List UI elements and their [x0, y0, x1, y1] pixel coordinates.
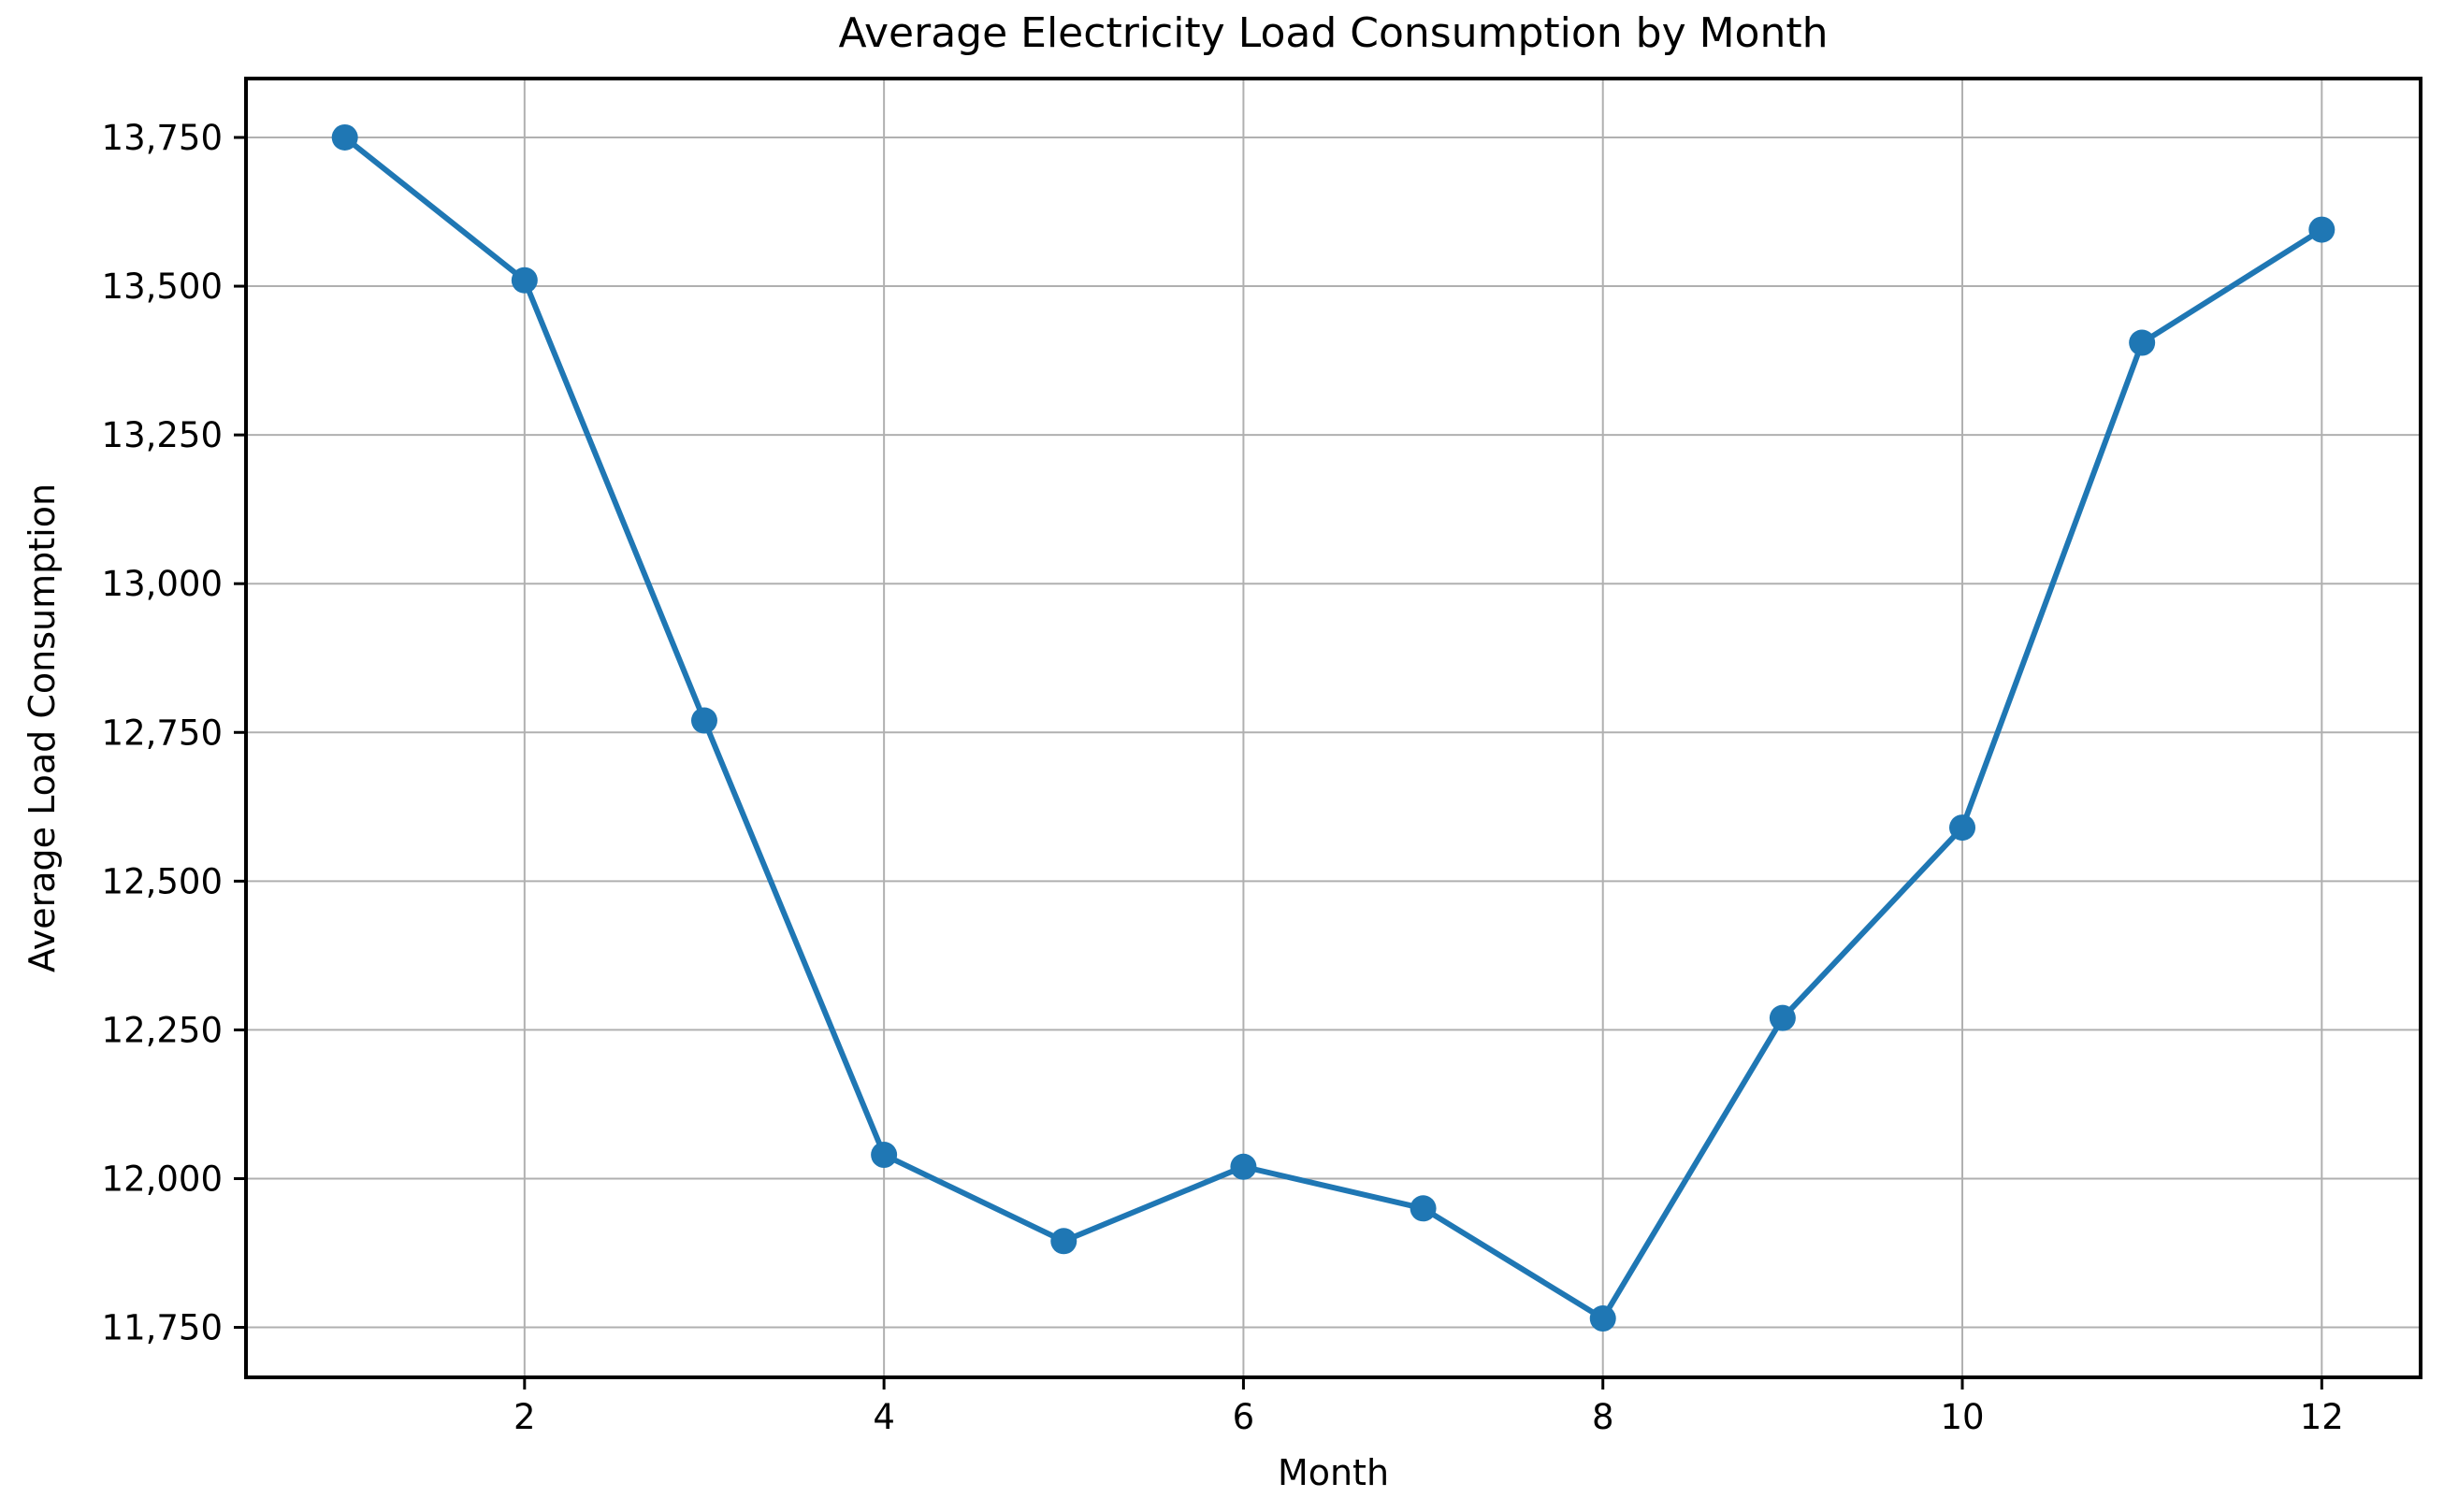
y-tick-label: 12,500 [102, 861, 223, 901]
data-point [1410, 1195, 1437, 1222]
x-tick-label: 12 [2300, 1397, 2344, 1437]
data-point [690, 707, 717, 734]
x-tick-label: 6 [1233, 1397, 1255, 1437]
y-axis-title: Average Load Consumption [22, 482, 63, 973]
x-tick-label: 8 [1592, 1397, 1614, 1437]
data-point [1949, 814, 1976, 842]
y-tick-label: 13,750 [102, 118, 223, 158]
data-point [1589, 1305, 1616, 1332]
x-tick-label: 2 [513, 1397, 536, 1437]
data-point [1230, 1153, 1257, 1180]
y-tick-label: 12,250 [102, 1010, 223, 1050]
x-axis-title: Month [1277, 1452, 1390, 1493]
data-point [2129, 329, 2156, 356]
x-tick-label: 4 [873, 1397, 895, 1437]
plot-border [244, 77, 2422, 1379]
data-point [1050, 1228, 1077, 1255]
data-point [871, 1142, 898, 1169]
y-tick-label: 12,750 [102, 713, 223, 753]
x-tick-label: 10 [1940, 1397, 1984, 1437]
y-tick-label: 12,000 [102, 1159, 223, 1199]
data-series-line [341, 134, 2325, 1322]
chart-title: Average Electricity Load Consumption by … [838, 9, 1829, 57]
data-point [1769, 1004, 1796, 1031]
data-point [511, 266, 538, 294]
y-tick-label: 13,500 [102, 266, 223, 307]
y-tick-label: 13,000 [102, 564, 223, 604]
data-point [331, 123, 358, 151]
y-tick-label: 13,250 [102, 415, 223, 455]
data-point [2308, 216, 2336, 243]
y-tick-label: 11,750 [102, 1308, 223, 1348]
